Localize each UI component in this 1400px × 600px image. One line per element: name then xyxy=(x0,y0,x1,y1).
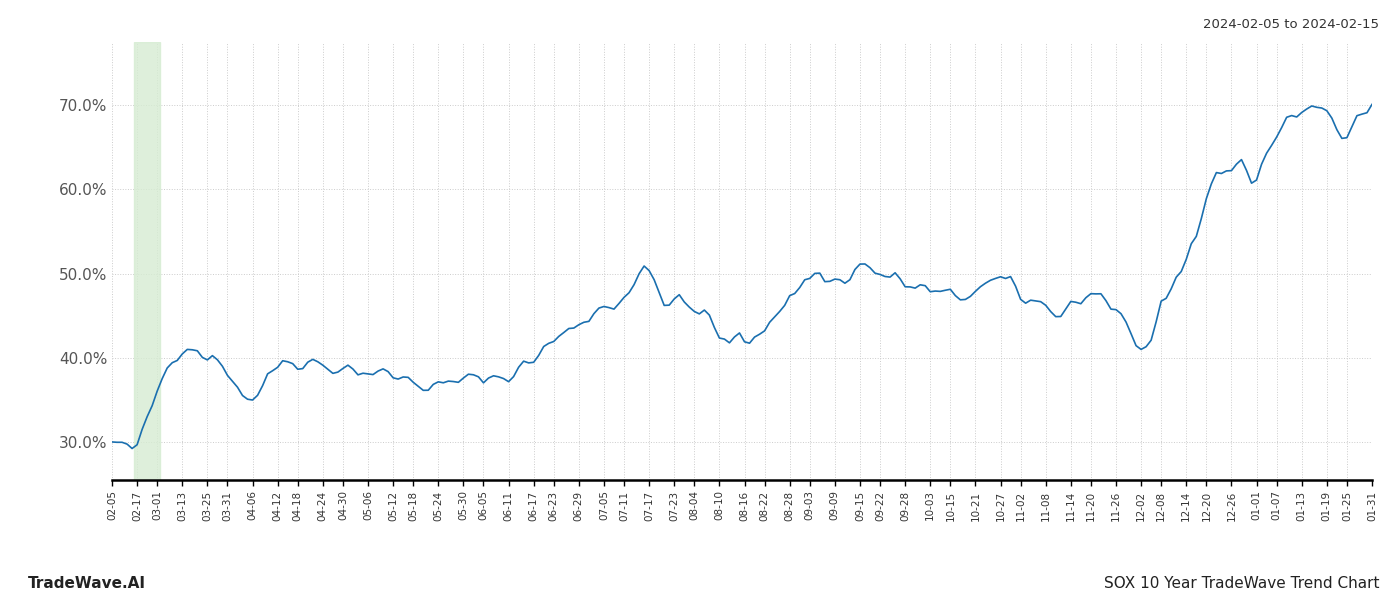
Text: TradeWave.AI: TradeWave.AI xyxy=(28,576,146,591)
Text: SOX 10 Year TradeWave Trend Chart: SOX 10 Year TradeWave Trend Chart xyxy=(1103,576,1379,591)
Text: 2024-02-05 to 2024-02-15: 2024-02-05 to 2024-02-15 xyxy=(1203,18,1379,31)
Bar xyxy=(133,42,160,480)
